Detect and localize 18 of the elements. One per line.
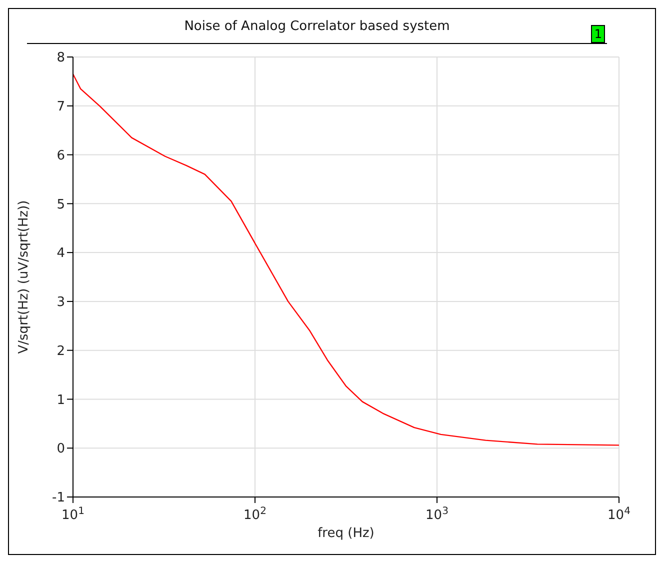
y-tick-label: 2 (56, 344, 65, 359)
x-axis-title: freq (Hz) (318, 526, 374, 541)
x-tick-label: 10$^{4}$ (608, 506, 630, 523)
y-tick-label: 7 (56, 100, 65, 115)
y-tick-label: 4 (56, 246, 65, 262)
y-tick-label: 3 (56, 295, 65, 310)
text: 1 (591, 25, 605, 43)
x-tick-label: 10$^{3}$ (426, 506, 448, 523)
x-tick-label: 10$^{2}$ (244, 506, 266, 523)
y-tick-label: 8 (56, 50, 65, 66)
y-tick-label: 0 (56, 442, 65, 457)
y-tick-label: 1 (56, 392, 65, 408)
y-tick-label: 6 (56, 148, 65, 164)
y-axis-title: V/sqrt(Hz) (uV/sqrt(Hz)) (16, 200, 32, 354)
y-tick-label: -1 (52, 490, 65, 506)
y-tick-label: 5 (56, 197, 65, 212)
chart-title: Noise of Analog Correlator based system (184, 19, 450, 34)
x-tick-label: 10$^{1}$ (62, 506, 84, 523)
